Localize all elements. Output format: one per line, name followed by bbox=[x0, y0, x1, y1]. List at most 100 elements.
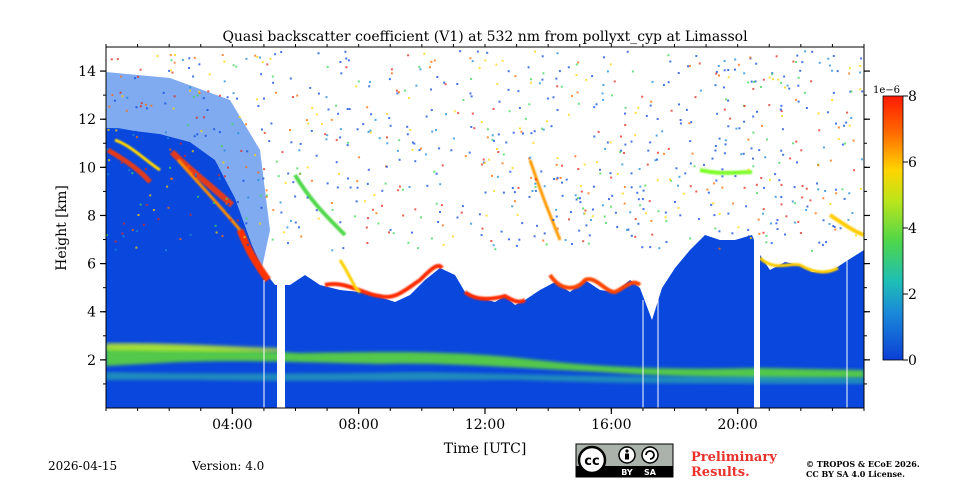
copyright-line-2: CC BY SA 4.0 License. bbox=[806, 469, 905, 479]
speckle bbox=[340, 72, 343, 75]
speckle bbox=[564, 239, 567, 242]
speckle bbox=[621, 192, 624, 195]
speckle bbox=[164, 102, 167, 105]
speckle bbox=[574, 194, 577, 197]
speckle bbox=[775, 55, 778, 58]
speckle bbox=[641, 198, 644, 201]
speckle bbox=[528, 103, 531, 106]
speckle bbox=[859, 88, 862, 91]
speckle bbox=[226, 211, 229, 214]
speckle bbox=[832, 55, 835, 57]
speckle bbox=[411, 141, 414, 144]
speckle bbox=[331, 249, 334, 252]
speckle bbox=[735, 127, 738, 130]
speckle bbox=[198, 63, 201, 66]
speckle bbox=[192, 96, 195, 99]
speckle bbox=[734, 68, 736, 71]
speckle bbox=[200, 130, 203, 133]
speckle bbox=[355, 85, 358, 88]
speckle bbox=[682, 192, 685, 195]
speckle bbox=[845, 121, 848, 124]
speckle bbox=[756, 192, 758, 195]
speckle bbox=[777, 78, 780, 81]
speckle bbox=[793, 186, 796, 189]
aerosol-lower-band bbox=[106, 372, 864, 384]
speckle bbox=[731, 232, 734, 235]
speckle bbox=[623, 152, 625, 154]
speckle bbox=[710, 203, 713, 206]
speckle bbox=[772, 78, 774, 81]
speckle bbox=[689, 140, 692, 143]
speckle bbox=[797, 100, 800, 103]
speckle bbox=[770, 242, 773, 245]
speckle bbox=[325, 96, 328, 99]
speckle bbox=[114, 248, 117, 251]
speckle bbox=[619, 151, 622, 154]
cc-by-label: BY bbox=[621, 468, 633, 477]
speckle bbox=[567, 66, 570, 69]
speckle bbox=[116, 241, 119, 244]
speckle bbox=[150, 104, 153, 107]
speckle bbox=[173, 95, 176, 98]
speckle bbox=[792, 142, 794, 145]
speckle bbox=[580, 190, 583, 193]
speckle bbox=[636, 191, 639, 194]
speckle bbox=[141, 215, 144, 218]
speckle bbox=[721, 168, 724, 171]
speckle bbox=[714, 145, 717, 147]
speckle bbox=[762, 212, 764, 215]
backscatter-field bbox=[106, 128, 864, 408]
speckle bbox=[435, 129, 437, 131]
speckle bbox=[346, 144, 349, 147]
speckle bbox=[256, 56, 259, 58]
speckle bbox=[810, 80, 813, 83]
speckle bbox=[262, 177, 265, 180]
speckle bbox=[347, 59, 350, 62]
speckle bbox=[591, 215, 594, 218]
speckle bbox=[639, 204, 642, 207]
speckle bbox=[419, 68, 422, 71]
speckle bbox=[132, 133, 135, 136]
speckle bbox=[215, 231, 218, 234]
speckle bbox=[470, 126, 473, 128]
speckle bbox=[532, 141, 535, 144]
speckle bbox=[413, 142, 416, 145]
speckle bbox=[670, 179, 673, 182]
speckle bbox=[485, 214, 488, 217]
speckle bbox=[644, 212, 647, 215]
speckle bbox=[317, 52, 320, 55]
speckle bbox=[492, 107, 495, 110]
speckle bbox=[816, 182, 818, 185]
speckle bbox=[711, 157, 714, 160]
speckle bbox=[567, 113, 570, 116]
cc-sa-label: SA bbox=[644, 468, 657, 477]
speckle bbox=[259, 222, 262, 225]
speckle bbox=[634, 218, 637, 221]
speckle bbox=[221, 235, 224, 238]
speckle bbox=[583, 163, 586, 166]
speckle bbox=[326, 134, 329, 137]
speckle bbox=[613, 80, 616, 83]
speckle bbox=[629, 211, 632, 214]
speckle bbox=[315, 209, 318, 212]
speckle bbox=[407, 241, 410, 244]
speckle bbox=[575, 198, 578, 201]
speckle bbox=[718, 137, 721, 140]
speckle bbox=[184, 194, 187, 197]
speckle bbox=[530, 132, 533, 135]
x-tick-label: 08:00 bbox=[338, 417, 378, 433]
speckle bbox=[648, 200, 651, 203]
speckle bbox=[609, 141, 612, 144]
speckle bbox=[780, 183, 783, 186]
speckle bbox=[469, 57, 472, 60]
speckle bbox=[754, 80, 757, 83]
speckle bbox=[630, 140, 633, 143]
speckle bbox=[497, 151, 500, 153]
speckle bbox=[339, 221, 342, 224]
speckle bbox=[541, 127, 543, 130]
speckle bbox=[529, 81, 532, 84]
speckle bbox=[782, 153, 785, 156]
colorbar-ticks: 0 2 4 6 8 bbox=[903, 89, 917, 369]
speckle bbox=[183, 154, 186, 157]
speckle bbox=[780, 196, 783, 198]
